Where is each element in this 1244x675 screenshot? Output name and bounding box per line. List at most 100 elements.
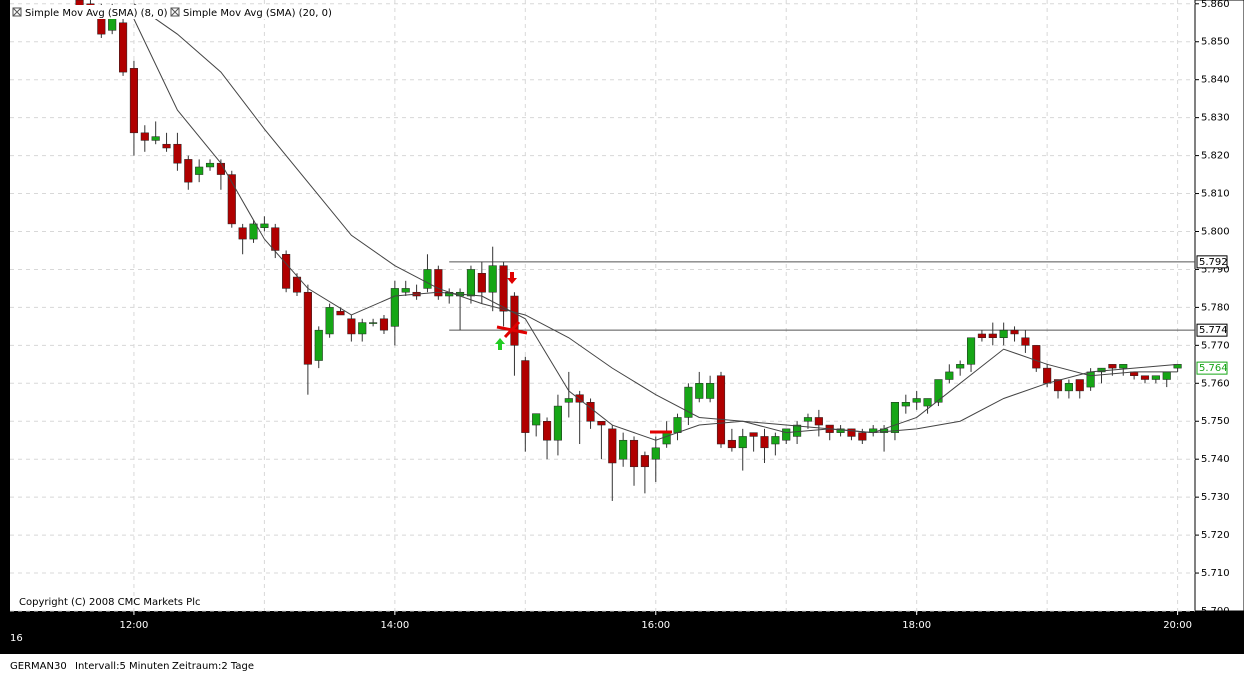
candle-body	[369, 322, 378, 324]
candle-body	[575, 394, 584, 403]
candle-body	[358, 322, 367, 335]
legend-label: Simple Mov Avg (SMA) (20, 0)	[183, 8, 332, 19]
candle-body	[673, 417, 682, 433]
y-tick-label: 5.830	[1201, 113, 1230, 124]
candle-body	[1075, 379, 1084, 392]
candle-body	[912, 398, 921, 403]
y-axis-area	[1194, 0, 1244, 612]
close-marker	[496, 320, 528, 339]
candle-body	[314, 329, 323, 361]
candle-body	[303, 291, 312, 365]
copyright: Copyright (C) 2008 CMC Markets Plc	[19, 597, 200, 608]
plot	[75, 0, 1195, 501]
candle-body	[173, 143, 182, 164]
level-label: 5.792	[1199, 257, 1228, 268]
candle-body	[597, 420, 606, 426]
y-tick-label: 5.760	[1201, 378, 1230, 389]
y-tick-label: 5.800	[1201, 226, 1230, 237]
candle-body	[1043, 367, 1052, 384]
candle-body	[1140, 375, 1150, 380]
status-interval: Intervall:5 Minuten	[75, 661, 169, 672]
candle-body	[977, 333, 986, 339]
candle-body	[934, 379, 943, 403]
candle-body	[216, 162, 225, 175]
candle-body	[608, 428, 617, 464]
candle-body	[521, 360, 530, 433]
y-tick-label: 5.860	[1201, 0, 1230, 10]
status-symbol: GERMAN30	[10, 661, 67, 672]
level-label: 5.774	[1199, 325, 1228, 336]
candle-body	[695, 383, 704, 399]
last-price-box	[1196, 361, 1228, 375]
candle-body	[923, 398, 932, 407]
y-tick-label: 5.840	[1201, 75, 1230, 86]
candle-body	[249, 223, 258, 240]
candle-body	[336, 310, 345, 316]
candle-body	[140, 132, 149, 141]
candle-body	[1053, 379, 1063, 392]
candle-body	[890, 402, 899, 433]
candle-body	[499, 265, 508, 312]
candle-body	[1032, 345, 1041, 369]
candle-body	[847, 428, 856, 437]
y-tick-label: 5.730	[1201, 492, 1230, 503]
status-period: Zeitraum:2 Tage	[172, 661, 254, 672]
candle-body	[325, 307, 334, 335]
candle-body	[706, 383, 715, 399]
candle-body	[271, 227, 280, 251]
trade-markers	[495, 272, 672, 434]
candle-body	[423, 269, 432, 289]
legend: Simple Mov Avg (SMA) (8, 0) Simple Mov A…	[10, 5, 332, 19]
candle-body	[1064, 383, 1073, 392]
corner-label: 16	[10, 633, 23, 644]
last-price-label: 5.764	[1199, 363, 1228, 374]
x-tick-label: 20:00	[1163, 620, 1192, 631]
candle-body	[586, 402, 595, 422]
candle-body	[488, 265, 497, 293]
candle-body	[195, 166, 204, 175]
candle-body	[956, 364, 965, 369]
candle-body	[966, 337, 976, 365]
candle-body	[184, 159, 193, 183]
legend-icon-cross	[170, 7, 180, 17]
candle-body	[205, 162, 215, 168]
candle-body	[292, 276, 302, 293]
x-tick-label: 14:00	[380, 620, 409, 631]
y-tick-label: 5.820	[1201, 151, 1230, 162]
candle-body	[999, 329, 1008, 339]
legend-box	[10, 5, 165, 19]
buy-arrow	[495, 338, 505, 350]
candle-body	[466, 269, 476, 297]
level-label-box	[1196, 323, 1228, 337]
candle-body	[836, 428, 845, 433]
candle-body	[1010, 329, 1019, 335]
status-bar	[0, 654, 1244, 675]
candle-body	[1151, 375, 1160, 380]
candle-body	[793, 424, 802, 437]
y-tick-label: 5.810	[1201, 189, 1230, 200]
grid	[10, 0, 1195, 612]
y-tick-label: 5.750	[1201, 416, 1230, 427]
candle-body	[477, 272, 486, 293]
candle-body	[347, 318, 356, 335]
candle-body	[282, 254, 291, 289]
candle-body	[119, 22, 128, 73]
candle-body	[803, 417, 813, 422]
candle-body	[227, 174, 236, 225]
axes: 5.700 5.710 5.720 5.730 5.740 5.750 5.760 5.770…	[120, 0, 1230, 631]
candle-body	[401, 288, 410, 293]
x-tick-label: 16:00	[641, 620, 670, 631]
candle-body	[771, 436, 780, 445]
candle-body	[749, 432, 758, 437]
x-tick-label: 12:00	[120, 620, 149, 631]
level-label-box	[1196, 255, 1228, 269]
candle-body	[727, 439, 736, 449]
candle-body	[1108, 364, 1117, 369]
candle-body	[162, 143, 171, 149]
candle-body	[379, 318, 389, 331]
candle-body	[1086, 371, 1095, 388]
legend-box	[168, 5, 328, 19]
candle-body	[1021, 337, 1030, 346]
candle-body	[553, 405, 562, 441]
